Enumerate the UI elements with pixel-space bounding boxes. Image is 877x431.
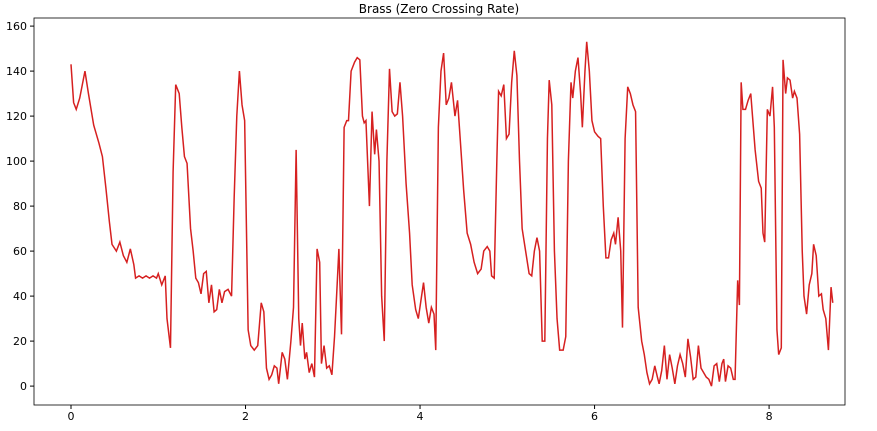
y-tick-label: 40 (13, 290, 27, 303)
y-tick-label: 0 (20, 380, 27, 393)
x-tick-label: 2 (242, 410, 249, 423)
y-tick-label: 140 (6, 65, 27, 78)
x-tick-label: 0 (67, 410, 74, 423)
x-tick-label: 4 (417, 410, 424, 423)
y-tick-label: 20 (13, 335, 27, 348)
y-tick-label: 80 (13, 200, 27, 213)
y-tick-label: 160 (6, 20, 27, 33)
x-tick-label: 6 (591, 410, 598, 423)
line (70, 41, 834, 387)
y-tick-label: 60 (13, 245, 27, 258)
axes-frame (33, 17, 846, 406)
chart-title: Brass (Zero Crossing Rate) (359, 2, 519, 16)
x-tick-label: 8 (766, 410, 773, 423)
y-tick-label: 100 (6, 155, 27, 168)
y-tick-label: 120 (6, 110, 27, 123)
